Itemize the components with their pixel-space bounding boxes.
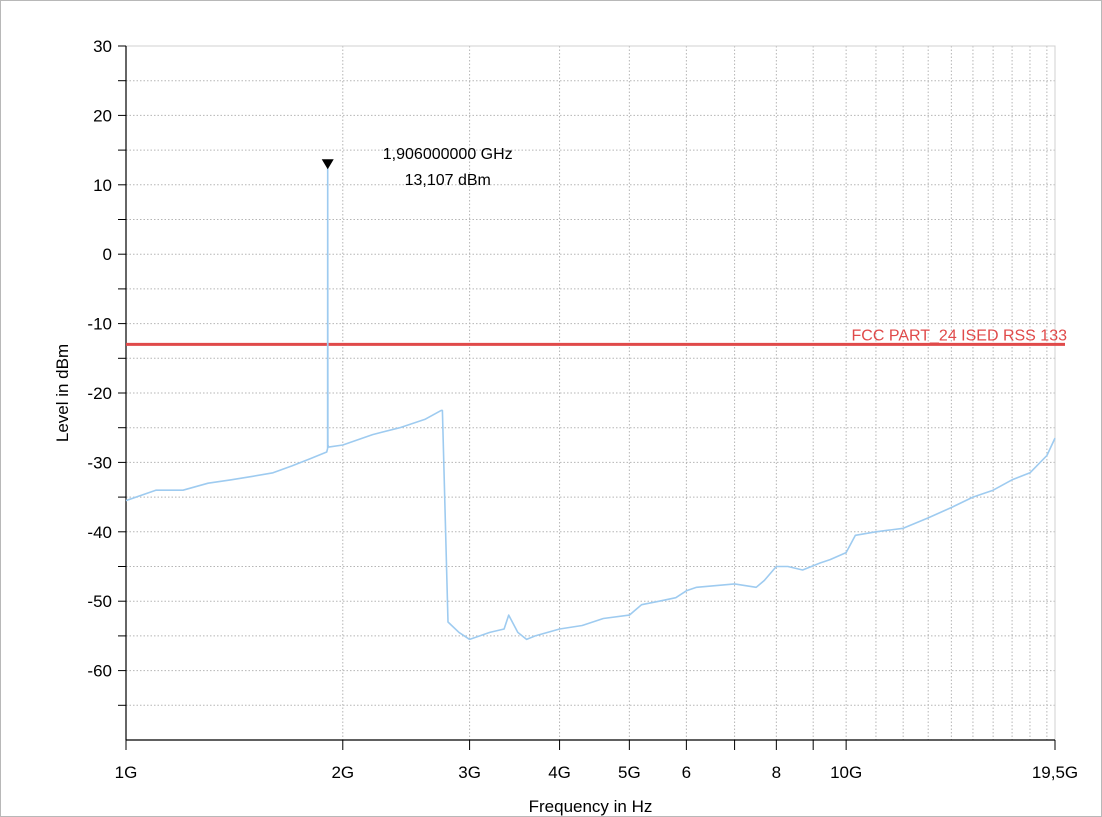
marker-level: 13,107 dBm <box>405 172 491 189</box>
y-tick-label: -50 <box>87 592 112 611</box>
y-tick-label: 20 <box>93 106 112 125</box>
plot-area <box>125 45 1056 741</box>
y-tick-label: 30 <box>93 37 112 56</box>
spectrum-trace <box>125 162 1056 641</box>
y-tick-label: -20 <box>87 384 112 403</box>
y-tick-label: -30 <box>87 453 112 472</box>
y-tick-label: 0 <box>103 245 112 264</box>
grid <box>126 45 1055 740</box>
limit-lines: FCC PART_24 ISED RSS 133 <box>126 327 1068 346</box>
x-tick-label: 3G <box>458 763 481 782</box>
x-tick-label: 8 <box>772 763 781 782</box>
y-tick-label: -40 <box>87 523 112 542</box>
y-tick-label: -10 <box>87 315 112 334</box>
marker-frequency: 1,906000000 GHz <box>383 146 513 163</box>
marker-triangle-icon <box>321 159 334 170</box>
series-group <box>125 162 1056 641</box>
y-axis-title: Level in dBm <box>53 344 72 442</box>
x-tick-label: 1G <box>115 763 138 782</box>
x-axis-title: Frequency in Hz <box>529 797 653 816</box>
limit-line-label: FCC PART_24 ISED RSS 133 <box>852 327 1068 344</box>
x-tick-label: 2G <box>331 763 354 782</box>
x-tick-label: 19,5G <box>1032 763 1078 782</box>
axes: 30 20 10 0 -10 -20 -30 -40 -50 -60 1G 2G 3G 4G 5G 6 8 10G… <box>87 37 1078 782</box>
y-tick-label: -60 <box>87 662 112 681</box>
markers: 1,906000000 GHz 13,107 dBm <box>321 146 513 189</box>
y-tick-label: 10 <box>93 176 112 195</box>
x-tick-label: 5G <box>618 763 641 782</box>
x-tick-label: 4G <box>548 763 571 782</box>
x-tick-label: 10G <box>830 763 862 782</box>
x-tick-label: 6 <box>682 763 691 782</box>
